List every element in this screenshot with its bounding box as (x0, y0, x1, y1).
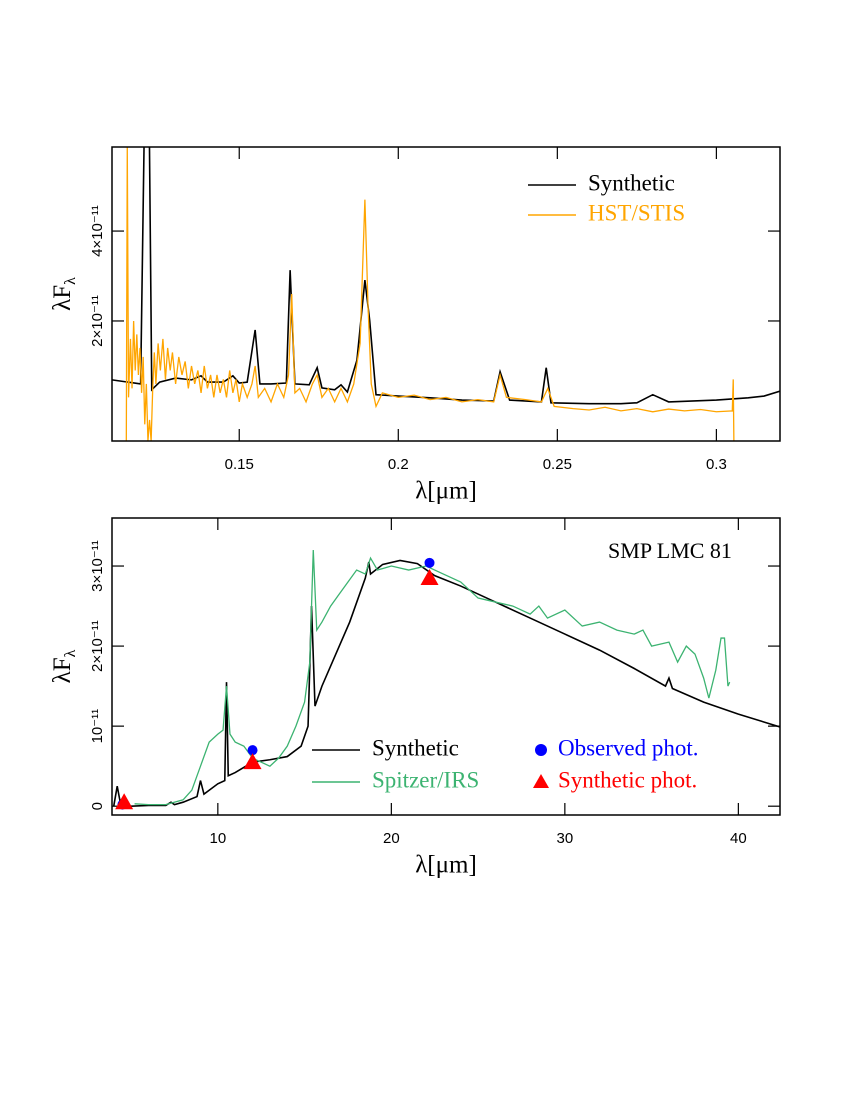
y-axis-label-sub: λ (62, 277, 79, 285)
y-tick-label: 3×10⁻¹¹ (89, 540, 106, 592)
data-point (243, 753, 262, 770)
x-tick-label: 0.2 (388, 456, 409, 473)
legend-marker (535, 744, 547, 756)
y-tick-label: 0 (89, 802, 106, 810)
y-axis-label-sub: λ (62, 649, 79, 657)
y-tick-label: 10⁻¹¹ (89, 709, 106, 744)
plot-frame (111, 517, 781, 816)
data-point (115, 793, 134, 810)
x-tick-label: 30 (557, 830, 574, 847)
series-line (134, 549, 731, 806)
x-axis-label: λ[μm] (415, 478, 477, 505)
y-tick-label: 4×10⁻¹¹ (89, 205, 106, 257)
series-line (125, 147, 735, 441)
legend-label: Synthetic (372, 735, 459, 760)
y-tick-label: 2×10⁻¹¹ (89, 295, 106, 347)
x-axis-label: λ[μm] (415, 852, 477, 879)
legend-label: Observed phot. (558, 735, 699, 760)
x-tick-label: 40 (730, 830, 747, 847)
plot-frame (111, 146, 781, 442)
series-line (112, 559, 780, 807)
x-tick-label: 10 (209, 830, 226, 847)
y-axis-label-main: λF (49, 657, 76, 683)
y-axis-label-main: λF (49, 285, 76, 311)
y-axis-label: λFλ (49, 277, 79, 311)
legend-label: Synthetic phot. (558, 767, 697, 792)
x-tick-label: 0.15 (225, 456, 254, 473)
x-tick-label: 20 (383, 830, 400, 847)
x-tick-label: 0.3 (706, 456, 727, 473)
legend-label: Synthetic (588, 170, 675, 195)
data-point (420, 569, 439, 586)
legend-marker (533, 774, 549, 788)
y-tick-label: 2×10⁻¹¹ (89, 620, 106, 672)
legend-label: HST/STIS (588, 200, 685, 225)
y-axis-label: λFλ (49, 649, 79, 683)
legend-label: Spitzer/IRS (372, 767, 479, 792)
annotation: SMP LMC 81 (608, 538, 732, 563)
data-point (247, 745, 258, 756)
x-tick-label: 0.25 (543, 456, 572, 473)
data-point (424, 557, 435, 568)
series-line (112, 147, 780, 405)
